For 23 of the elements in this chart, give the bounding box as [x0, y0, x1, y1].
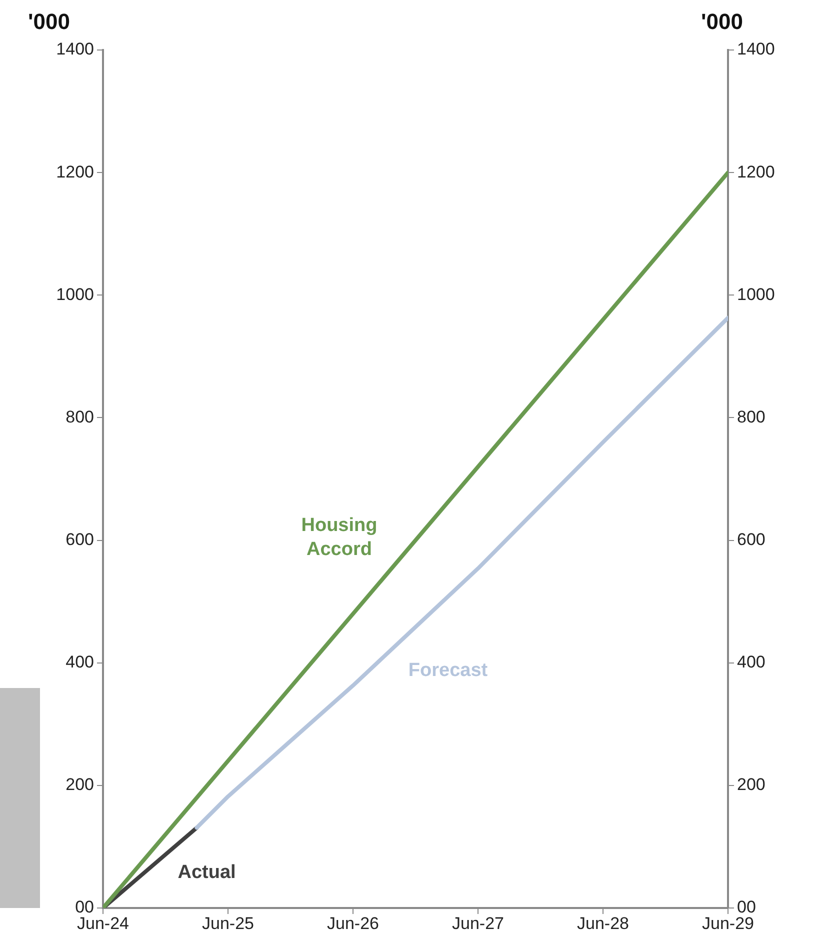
- y2-tick-label: 200: [737, 775, 766, 794]
- series-label: Forecast: [408, 660, 488, 681]
- x-tick-label: Jun-27: [452, 914, 504, 933]
- y-axis-title: '000: [28, 9, 70, 34]
- y-tick-label: 1000: [56, 284, 94, 304]
- y2-tick-label: 1400: [737, 40, 775, 59]
- x-tick-label: Jun-28: [577, 914, 629, 933]
- x-tick-label: Jun-25: [202, 914, 254, 933]
- y2-tick-label: 1000: [737, 284, 775, 304]
- y-tick-label: 600: [66, 530, 94, 549]
- x-tick-label: Jun-26: [327, 914, 379, 933]
- y2-tick-label: 600: [737, 530, 766, 549]
- y-tick-label: 200: [66, 775, 94, 794]
- y-tick-label: 1200: [56, 162, 94, 182]
- y2-axis-title: '000: [701, 9, 743, 34]
- y-tick-label: 400: [66, 652, 94, 672]
- series-label: Actual: [178, 862, 236, 883]
- y-tick-label: 800: [66, 407, 94, 426]
- series-label: Housing Accord: [301, 514, 378, 560]
- y2-tick-label: 1200: [737, 162, 775, 182]
- y2-tick-label: 400: [737, 652, 766, 672]
- y2-tick-label: 800: [737, 407, 766, 426]
- y-tick-label: 1400: [56, 40, 94, 59]
